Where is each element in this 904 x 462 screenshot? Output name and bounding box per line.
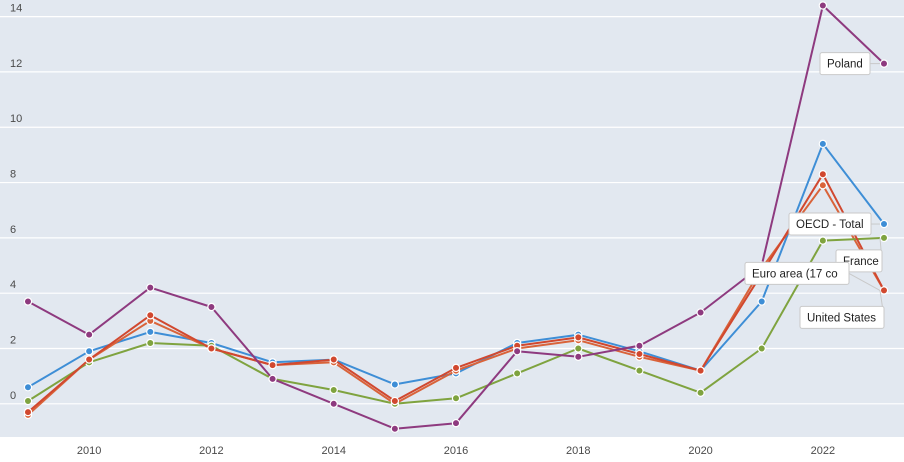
data-point[interactable] [146,311,155,320]
callout-box [799,305,885,329]
data-point[interactable] [512,369,522,378]
data-point[interactable] [23,297,33,306]
y-tick-label: 0 [10,390,16,402]
data-point[interactable] [268,360,277,370]
data-point[interactable] [329,355,338,364]
y-tick-label: 4 [10,279,16,291]
y-tick-label: 2 [10,334,16,346]
callout-label: United States [799,290,885,329]
x-tick-label: 2012 [199,445,223,457]
callout-text: Euro area (17 co [752,268,838,280]
y-tick-label: 10 [10,113,22,125]
callout-connector [848,272,881,291]
data-point[interactable] [696,308,705,317]
data-point[interactable] [879,233,889,243]
data-point[interactable] [451,363,461,373]
data-point[interactable] [757,297,766,306]
callout-text: OECD - Total [796,219,864,231]
y-tick-label: 6 [10,224,16,236]
axes: 0 2 4 6 8 10 12 14 2010 2012 2014 2016 2018 2020 2022 [10,3,835,457]
data-point[interactable] [635,341,644,350]
data-point[interactable] [84,347,94,356]
data-point[interactable] [23,383,33,392]
data-point[interactable] [207,302,216,312]
callout-box [819,52,871,76]
x-tick-label: 2020 [688,445,712,457]
callout-text: United States [807,312,876,324]
y-tick-label: 8 [10,169,16,181]
data-point[interactable] [207,344,216,353]
data-point[interactable] [451,418,461,428]
data-point[interactable] [574,344,583,353]
data-point[interactable] [512,347,522,356]
data-point[interactable] [635,349,644,359]
callout-text: France [843,256,879,268]
data-point[interactable] [146,338,155,348]
data-point[interactable] [818,170,828,179]
x-tick-label: 2018 [566,445,590,457]
data-point[interactable] [818,236,828,245]
data-point[interactable] [879,59,889,68]
data-point[interactable] [390,396,400,406]
data-point[interactable] [84,330,94,339]
x-tick-label: 2010 [77,445,101,457]
data-point[interactable] [390,380,400,389]
data-point[interactable] [818,139,828,149]
grid [0,15,904,405]
data-point[interactable] [635,366,644,375]
data-point[interactable] [757,344,766,353]
data-point[interactable] [329,399,338,409]
data-point[interactable] [268,374,277,384]
callout-text: Poland [827,59,863,71]
data-point[interactable] [23,407,33,417]
data-point[interactable] [329,385,338,395]
callout-label: Poland [819,52,880,76]
x-tick-label: 2022 [811,445,835,457]
data-point[interactable] [818,1,828,10]
data-point[interactable] [879,219,889,229]
data-point[interactable] [84,355,94,364]
y-tick-label: 14 [10,3,22,15]
callout-label: OECD - Total [788,212,880,236]
data-point[interactable] [696,366,705,375]
data-point[interactable] [879,286,889,295]
data-point[interactable] [696,388,705,397]
callout-box [788,212,872,236]
data-point[interactable] [390,424,400,433]
y-tick-label: 12 [10,58,22,70]
data-point[interactable] [146,283,155,292]
data-point[interactable] [23,396,33,406]
callout-label: Euro area (17 co [744,261,881,291]
data-point[interactable] [574,333,583,342]
callouts: Poland OECD - Total France Euro area (17 co… [744,52,885,329]
data-point[interactable] [451,394,461,403]
x-tick-label: 2016 [444,445,468,457]
data-point[interactable] [146,327,155,337]
plot-background [0,0,904,437]
callout-box [744,261,850,285]
x-tick-label: 2014 [321,445,345,457]
data-point[interactable] [574,352,583,361]
data-point[interactable] [818,181,828,190]
